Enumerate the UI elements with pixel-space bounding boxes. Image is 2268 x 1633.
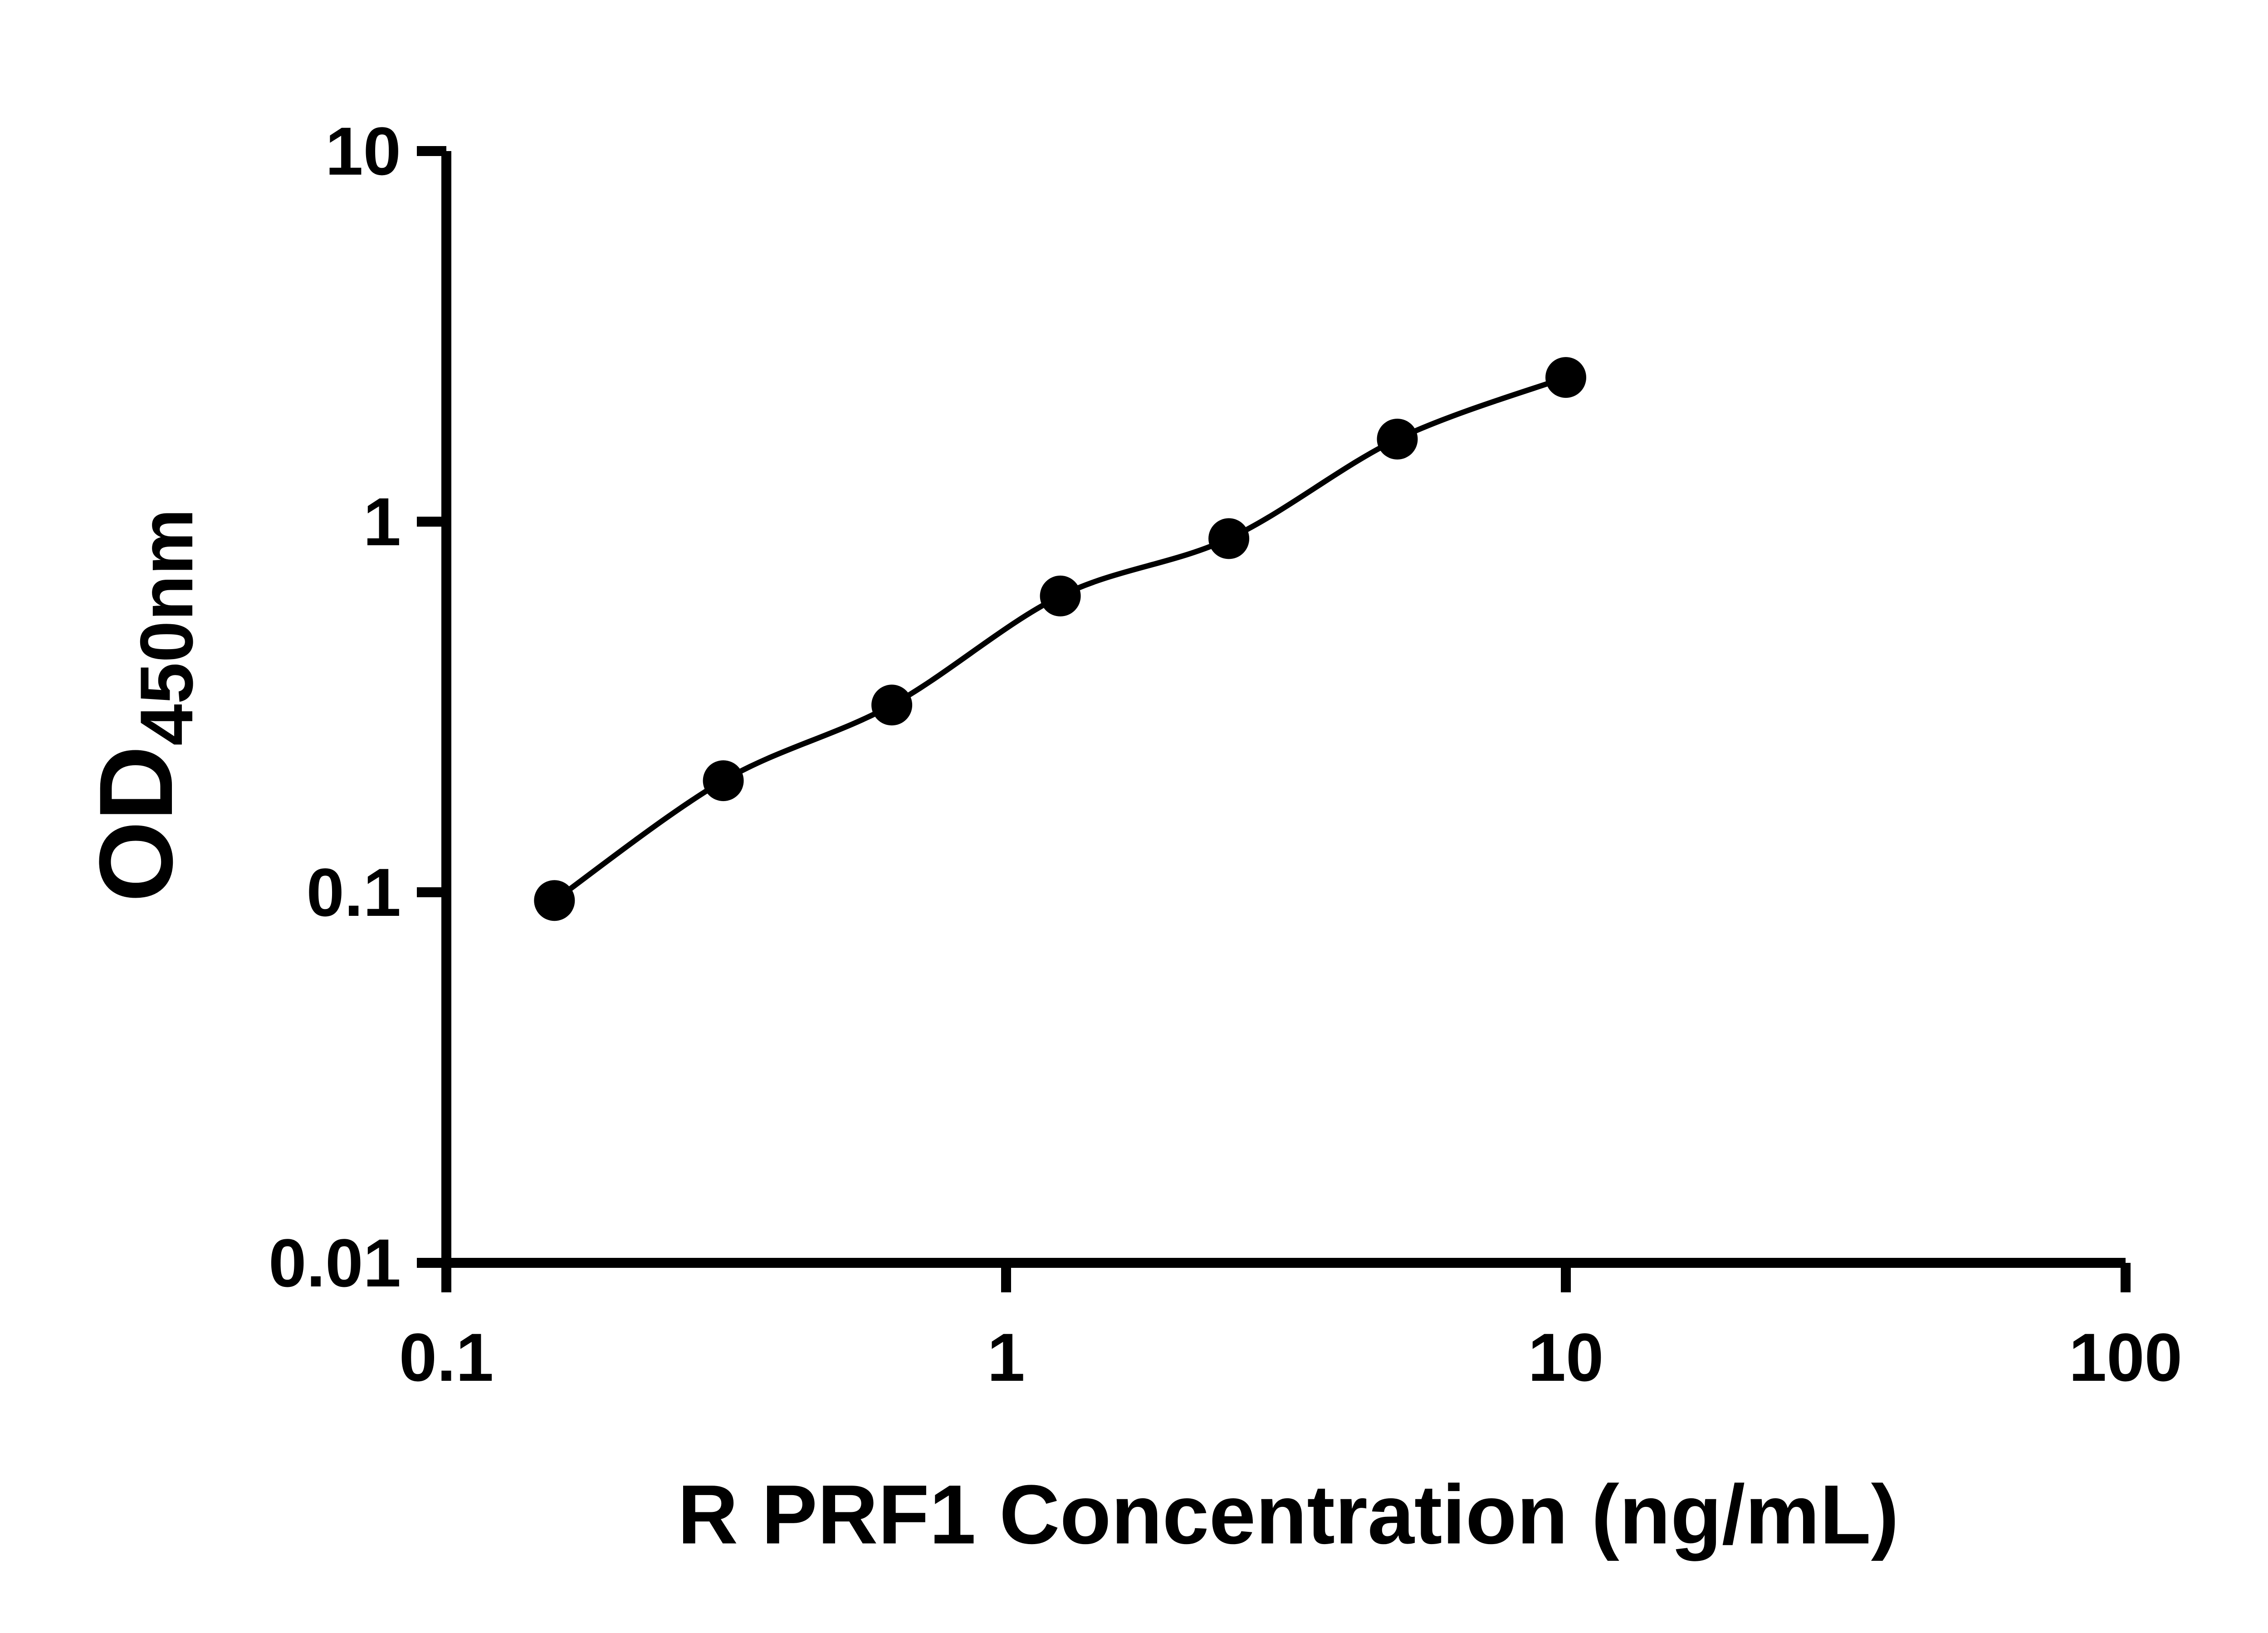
data-point-marker [1545,357,1586,398]
y-tick-label: 1 [363,484,401,560]
y-axis-title-subscript: 450nm [125,508,208,746]
x-tick-label: 1 [987,1319,1025,1395]
data-point-marker [1377,419,1418,460]
data-point-marker [703,760,744,802]
x-axis-title: R PRF1 Concentration (ng/mL) [677,1468,1899,1562]
y-axis-title: OD450nm [78,508,208,902]
data-point-marker [1040,575,1081,616]
standard-curve-line [552,375,1567,903]
x-tick-label: 0.1 [399,1319,494,1395]
data-point-marker [534,880,575,921]
y-tick-label: 10 [325,113,401,189]
data-point-marker [871,684,913,726]
y-axis-title-base: OD [78,745,194,902]
x-tick-label: 100 [2069,1319,2182,1395]
y-tick-label: 0.1 [306,854,401,930]
y-tick-label: 0.01 [269,1225,401,1301]
data-point-marker [1208,518,1250,559]
x-tick-label: 10 [1528,1319,1604,1395]
